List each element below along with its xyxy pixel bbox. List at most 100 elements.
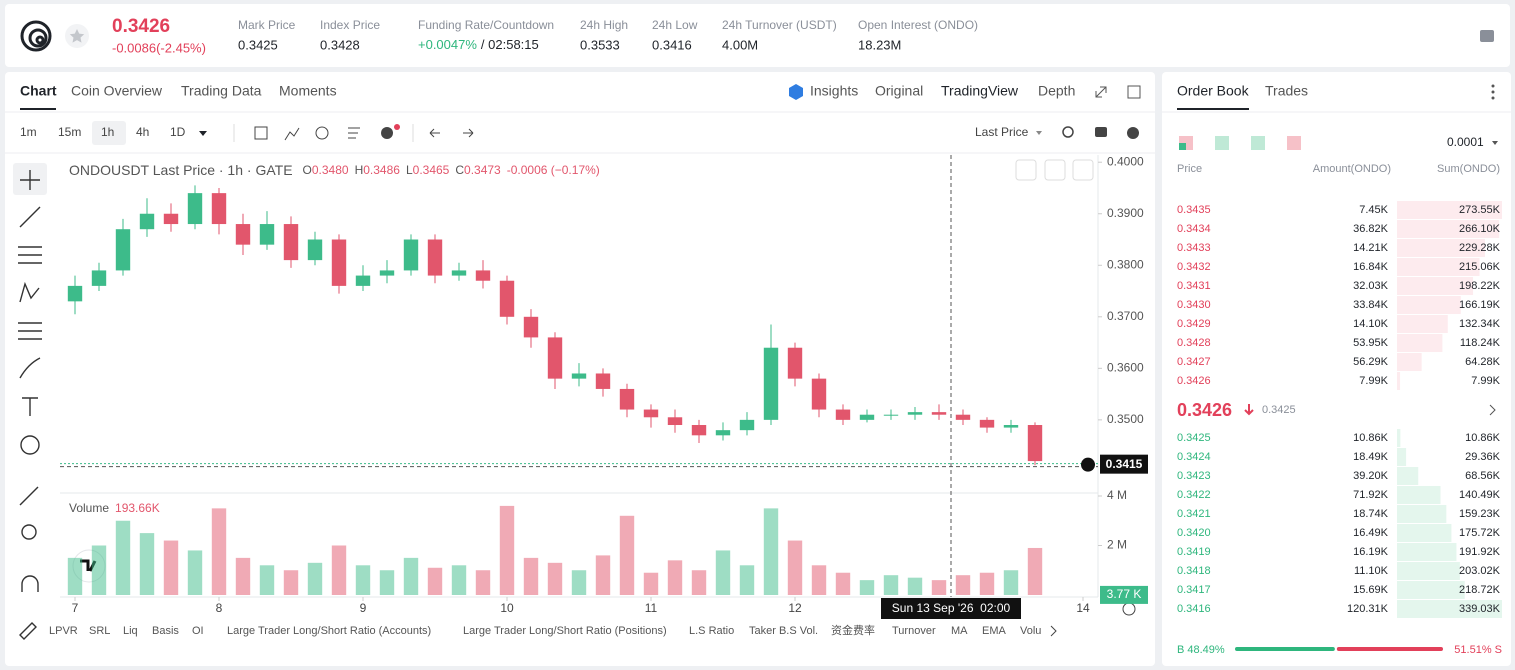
indicator[interactable]: 资金费率 [831,623,875,637]
settings-icon[interactable] [1480,30,1494,42]
precision[interactable]: 0.0001 [1447,135,1484,149]
indicator[interactable]: Taker B.S Vol. [749,625,818,637]
tab[interactable]: Coin Overview [71,83,163,99]
alert-icon[interactable] [381,127,393,139]
window-icon[interactable] [1127,85,1141,99]
candle-type-icon[interactable] [254,126,268,140]
indicator[interactable]: OI [192,625,204,637]
candle-body [859,414,875,420]
add-alert[interactable] [1081,457,1095,472]
last-price-label: 0.3415 [1106,457,1143,471]
expand-icon[interactable] [1095,86,1107,98]
candle-body [235,224,251,245]
scroll-icon[interactable] [1050,625,1057,637]
candle-body [955,414,971,420]
pattern-tool[interactable] [19,281,40,303]
volume-bar [979,572,995,595]
pen-tool[interactable] [19,622,37,640]
volume-title: Volume [69,501,109,515]
indicator[interactable]: Large Trader Long/Short Ratio (Positions… [463,625,667,637]
tab[interactable]: Chart [20,83,57,99]
logo-ring [20,20,52,52]
view-tab[interactable]: Insights [810,83,858,99]
interval[interactable]: 1m [20,125,37,139]
ob-sum: 140.49K [1459,489,1501,501]
ob-amount: 16.49K [1353,527,1389,539]
indicator[interactable]: EMA [982,625,1007,637]
channel-tool[interactable] [18,246,42,264]
volume-bar [571,570,587,595]
legend-value: 0.3486 [363,163,400,177]
menu-dot[interactable] [1491,84,1495,88]
ob-amount: 56.29K [1353,356,1389,368]
tab[interactable]: Moments [279,83,337,99]
redo-icon[interactable] [463,128,474,138]
brush-tool[interactable] [19,357,41,379]
settings-icon[interactable] [1127,127,1139,139]
tab[interactable]: Trading Data [181,83,262,99]
layout-button[interactable] [1215,136,1229,150]
indicator[interactable]: L.S Ratio [689,625,734,637]
line-tool[interactable] [19,206,41,228]
x-tick-label: 9 [360,601,367,615]
indicator[interactable]: Volu [1020,625,1041,637]
indicator[interactable]: MA [951,625,968,637]
view-tab[interactable]: Depth [1038,83,1075,99]
chart-button[interactable] [1072,159,1094,181]
ob-price: 0.3432 [1177,261,1211,273]
crosshair-tool[interactable] [20,170,40,190]
search-icon[interactable] [1062,126,1074,138]
interval[interactable]: 15m [58,125,81,139]
depth-bar [1397,334,1443,352]
text-tool[interactable] [22,397,38,416]
volume-bar [427,567,443,595]
indicator[interactable]: LPVR [49,625,78,637]
candle-body [907,412,923,415]
stat-label: Open Interest (ONDO) [858,18,978,32]
ob-price: 0.3417 [1177,584,1211,596]
ob-tab[interactable]: Order Book [1177,83,1250,99]
indicator[interactable]: Liq [123,625,138,637]
price-type[interactable]: Last Price [975,125,1029,139]
zoom-tool[interactable] [21,524,37,540]
fib-tool[interactable] [18,322,42,340]
layout-button[interactable] [1251,136,1265,150]
candle-body [811,378,827,410]
menu-dot[interactable] [1491,90,1495,94]
indicator[interactable]: Large Trader Long/Short Ratio (Accounts) [227,625,431,637]
indicator[interactable]: SRL [89,625,110,637]
template-icon[interactable] [348,127,360,139]
candle-body [667,417,683,426]
ob-amount: 10.86K [1353,432,1389,444]
ob-sum: 175.72K [1459,527,1501,539]
view-tab[interactable]: Original [875,83,923,99]
dropdown-icon[interactable] [1492,141,1498,145]
ob-tab[interactable]: Trades [1265,83,1308,99]
settings-icon[interactable] [1122,602,1136,616]
layout-button[interactable] [1287,136,1301,150]
dropdown-icon[interactable] [199,131,207,136]
view-tab[interactable]: TradingView [941,83,1019,99]
interval[interactable]: 1h [101,125,114,139]
ob-amount: 14.10K [1353,318,1389,330]
candle-body [1003,425,1019,428]
candle-body [403,239,419,271]
interval[interactable]: 1D [170,125,186,139]
indicator[interactable]: Basis [152,625,179,637]
camera-icon[interactable] [1095,127,1107,137]
candle-body [283,224,299,261]
chart-button[interactable] [1044,159,1066,181]
undo-icon[interactable] [429,128,440,138]
chart-button[interactable] [1015,159,1037,181]
depth-bar [1397,315,1448,333]
interval[interactable]: 4h [136,125,149,139]
emoji-tool[interactable] [20,435,40,455]
replay-icon[interactable] [315,126,329,140]
indicator[interactable]: Turnover [892,625,936,637]
dropdown-icon[interactable] [1036,131,1042,135]
menu-dot[interactable] [1491,96,1495,100]
magnet-tool[interactable] [21,575,39,592]
ruler-tool[interactable] [19,486,39,506]
chevron[interactable] [1489,404,1496,416]
indicator-icon[interactable] [284,127,300,141]
